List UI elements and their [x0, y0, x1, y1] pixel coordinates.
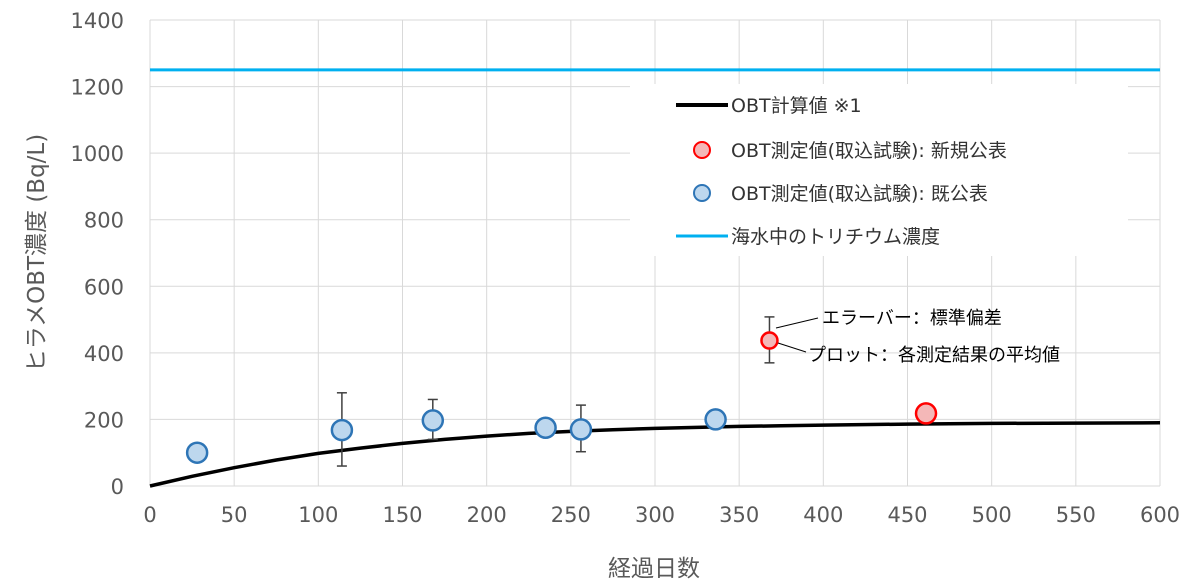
legend: OBT計算値 ※1 OBT測定値(取込試験): 新規公表 OBT測定値(取込試験… [630, 84, 1128, 256]
y-tick-label: 1400 [71, 9, 124, 33]
data-point-existing [569, 418, 593, 441]
legend-marker-existing [693, 184, 711, 202]
legend-label-seawater: 海水中のトリチウム濃度 [731, 226, 940, 248]
data-point-existing [534, 416, 557, 439]
legend-label-calc: OBT計算値 ※1 [731, 95, 862, 117]
x-axis-title: 経過日数 [608, 556, 700, 582]
x-tick-label: 350 [719, 503, 759, 527]
annotation-leader-plot [777, 342, 807, 353]
y-tick-labels: 0 200 400 600 800 1000 1200 1400 [71, 9, 124, 499]
x-tick-label: 550 [1056, 503, 1096, 527]
y-tick-label: 0 [111, 475, 124, 499]
y-tick-label: 600 [84, 275, 124, 299]
points [185, 331, 938, 464]
y-tick-label: 200 [84, 408, 124, 432]
x-tick-label: 450 [887, 503, 927, 527]
x-tick-label: 50 [221, 503, 248, 527]
legend-marker-new [693, 141, 711, 159]
x-tick-label: 500 [972, 503, 1012, 527]
data-point-new [760, 331, 779, 350]
annotation-errorbar-text: エラーバー：標準偏差 [822, 308, 1002, 329]
annotation: エラーバー：標準偏差 プロット：各測定結果の平均値 [775, 308, 1060, 366]
data-point-existing [704, 408, 727, 431]
y-tick-label: 400 [84, 342, 124, 366]
x-tick-label: 400 [803, 503, 843, 527]
y-tick-label: 1000 [71, 142, 124, 166]
x-tick-label: 150 [382, 503, 422, 527]
legend-box [630, 84, 1128, 256]
data-point-existing [330, 418, 354, 442]
legend-label-new: OBT測定値(取込試験): 新規公表 [731, 140, 1007, 162]
data-point-new [914, 402, 938, 425]
y-tick-label: 1200 [71, 76, 124, 100]
x-tick-label: 100 [298, 503, 338, 527]
data-point-existing [185, 441, 209, 464]
annotation-leader-errorbar [775, 317, 819, 329]
x-tick-label: 200 [467, 503, 507, 527]
data-point-existing [421, 409, 445, 432]
annotation-plot-text: プロット：各測定結果の平均値 [808, 345, 1060, 366]
legend-label-existing: OBT測定値(取込試験): 既公表 [731, 183, 988, 205]
y-axis-title: ヒラメOBT濃度 (Bq/L) [24, 134, 50, 372]
y-tick-label: 800 [84, 209, 124, 233]
x-tick-label: 250 [551, 503, 591, 527]
x-tick-label: 300 [635, 503, 675, 527]
x-tick-label: 600 [1140, 503, 1180, 527]
x-tick-label: 0 [143, 503, 156, 527]
x-tick-labels: 0 50 100 150 200 250 300 350 400 450 500 550 600 [143, 503, 1180, 527]
